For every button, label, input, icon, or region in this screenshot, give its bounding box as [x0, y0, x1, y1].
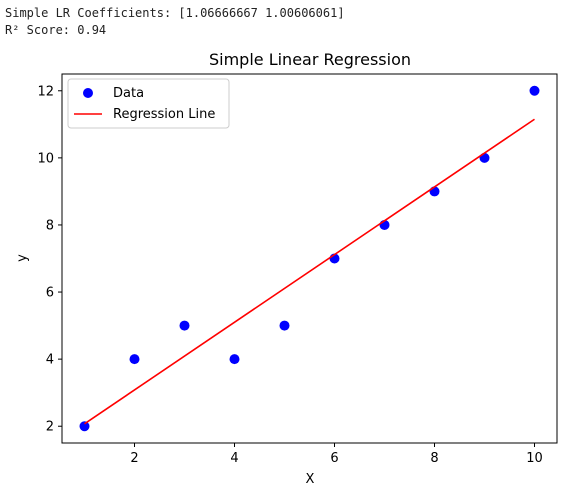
y-tick-label-8: 8	[46, 218, 54, 233]
data-point	[229, 354, 240, 365]
data-point	[129, 354, 140, 365]
legend-regression-label: Regression Line	[113, 107, 215, 122]
chart-title: Simple Linear Regression	[209, 50, 411, 69]
legend: Data Regression Line	[67, 78, 230, 129]
coefficients-text: Simple LR Coefficients: [1.06666667 1.00…	[5, 6, 345, 20]
r2-score-text: R² Score: 0.94	[5, 23, 107, 37]
y-tick-label-10: 10	[37, 151, 54, 166]
data-point	[279, 320, 290, 331]
x-axis-label: X	[306, 472, 315, 487]
data-point	[429, 186, 440, 197]
y-tick-label-6: 6	[46, 286, 54, 301]
data-point	[529, 85, 540, 96]
plot-area	[61, 73, 558, 444]
regression-line	[84, 118, 535, 425]
legend-box	[67, 78, 230, 129]
y-tick-label-4: 4	[46, 353, 54, 368]
x-tick-label-2: 2	[130, 451, 138, 466]
x-tick-label-6: 6	[330, 451, 338, 466]
legend-data-marker	[83, 88, 93, 98]
data-point	[79, 421, 90, 432]
x-tick-label-4: 4	[230, 451, 238, 466]
x-tick-label-10: 10	[526, 451, 543, 466]
y-axis-label: y	[15, 254, 30, 262]
y-tick-label-12: 12	[37, 84, 54, 99]
y-tick-label-2: 2	[46, 420, 54, 435]
legend-data-label: Data	[113, 86, 144, 101]
data-point	[179, 320, 190, 331]
x-tick-label-8: 8	[430, 451, 438, 466]
data-point	[479, 152, 490, 163]
console-output: Simple LR Coefficients: [1.06666667 1.00…	[5, 5, 345, 39]
